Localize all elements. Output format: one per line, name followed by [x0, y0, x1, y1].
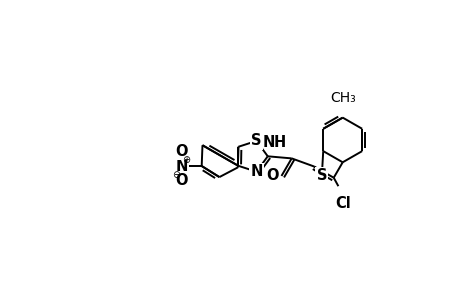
Text: S: S	[251, 134, 261, 148]
Text: O: O	[175, 144, 187, 159]
Text: N: N	[250, 164, 262, 179]
Text: N: N	[262, 135, 274, 150]
Text: CH₃: CH₃	[329, 91, 355, 104]
Text: S: S	[316, 168, 326, 183]
Text: Cl: Cl	[335, 196, 350, 211]
Text: ⊕: ⊕	[182, 155, 190, 165]
Text: ⊖: ⊖	[172, 170, 180, 180]
Text: H: H	[273, 135, 285, 150]
Text: O: O	[175, 173, 187, 188]
Text: N: N	[175, 158, 187, 173]
Text: O: O	[266, 169, 279, 184]
